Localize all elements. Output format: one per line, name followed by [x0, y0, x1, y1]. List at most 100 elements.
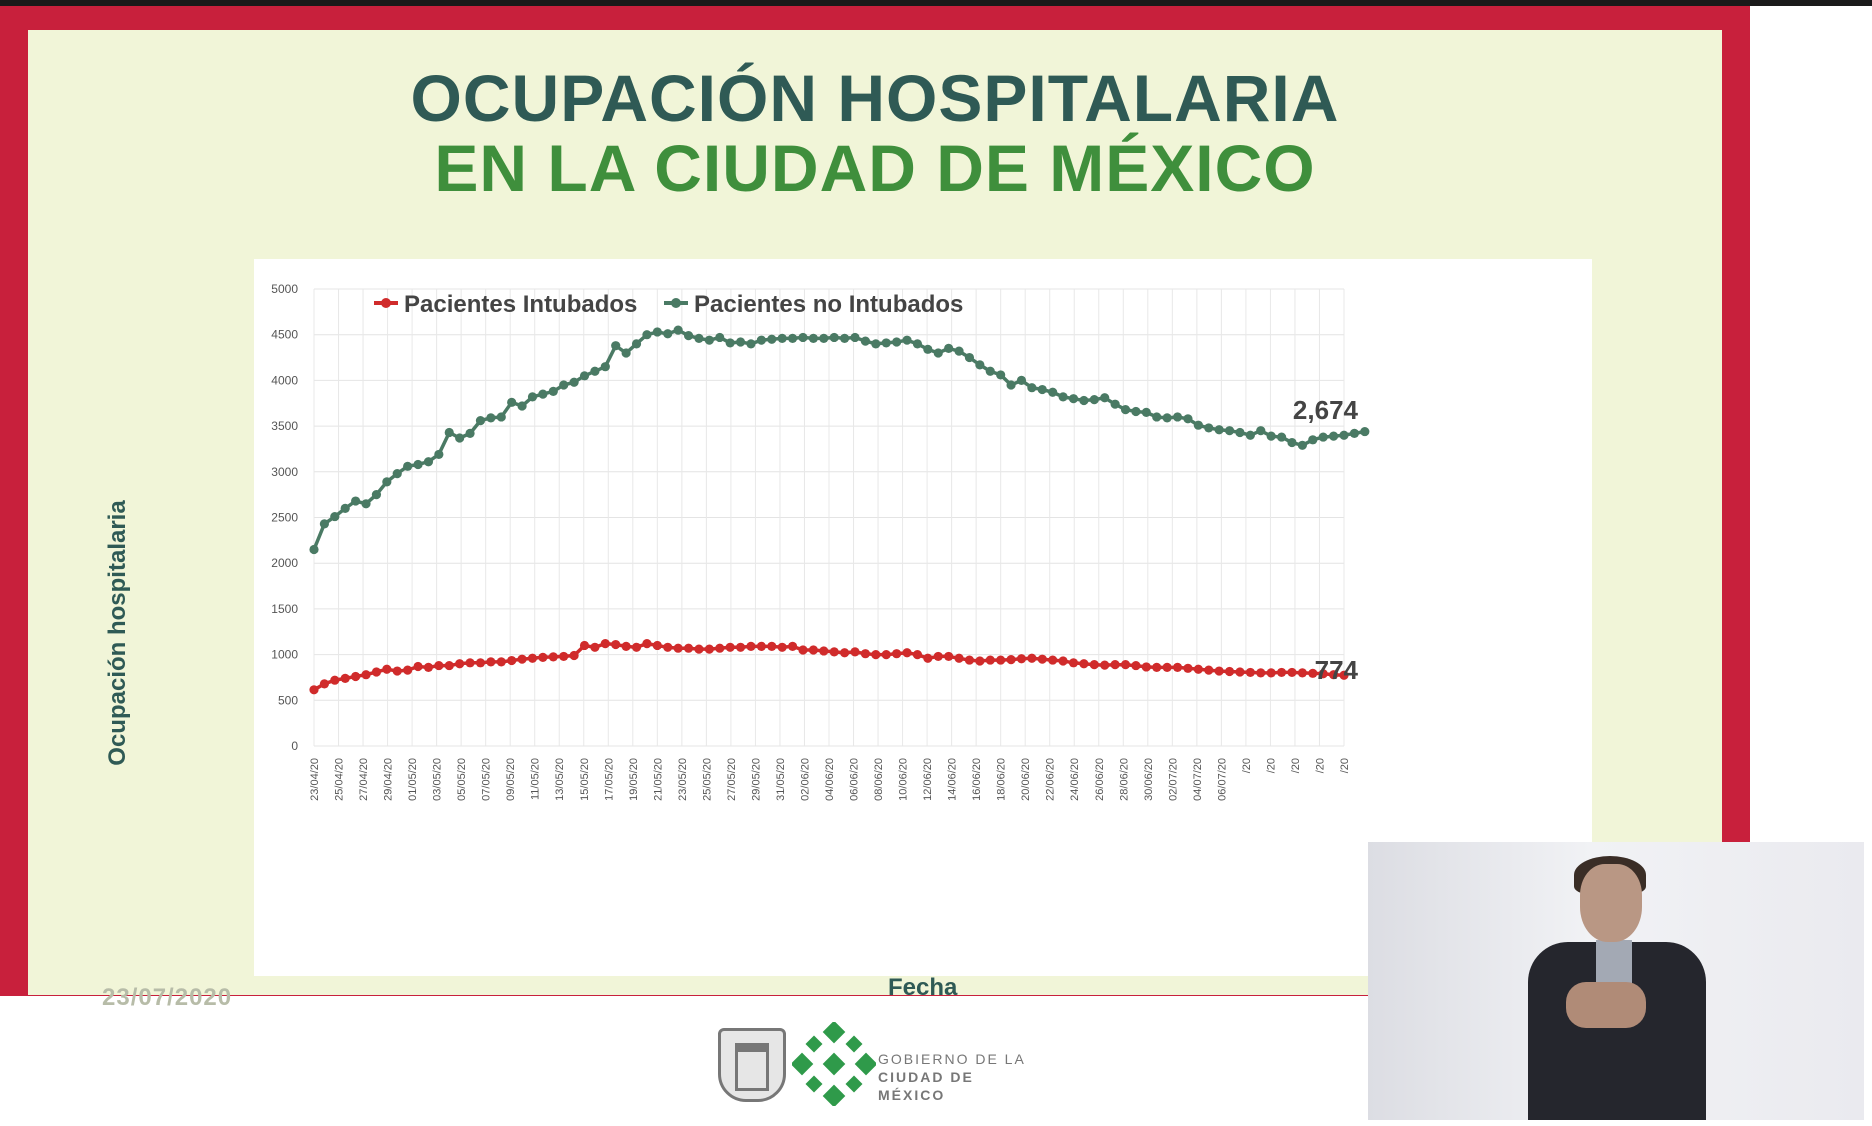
data-point [663, 329, 673, 339]
data-point [1048, 655, 1058, 665]
x-tick-label: 10/06/20 [898, 758, 910, 801]
data-point [944, 651, 954, 662]
data-point [787, 333, 798, 343]
data-point [1079, 659, 1089, 669]
data-point [985, 366, 995, 376]
data-point [1089, 394, 1099, 405]
data-point [548, 386, 558, 396]
x-tick-label: 02/06/20 [799, 758, 811, 801]
data-point [777, 642, 787, 652]
data-point [756, 641, 766, 651]
data-point [444, 660, 454, 671]
data-point [725, 642, 735, 652]
data-point [808, 645, 818, 655]
data-point [507, 397, 517, 407]
data-point [704, 335, 714, 345]
data-point [600, 639, 610, 649]
data-point [371, 490, 382, 500]
top-bar [0, 0, 1872, 6]
data-point [840, 333, 850, 343]
data-point [1339, 670, 1349, 680]
data-point [538, 389, 548, 399]
data-point [652, 327, 662, 337]
gridlines [313, 288, 1345, 747]
data-point [1235, 427, 1245, 438]
data-point [413, 661, 423, 672]
x-tick-label: 24/06/20 [1069, 758, 1081, 801]
data-point [351, 496, 361, 506]
y-tick-label: 1500 [271, 602, 298, 616]
government-name-line1: GOBIERNO DE LA [878, 1051, 1026, 1067]
data-point [1297, 440, 1307, 450]
data-point [1027, 383, 1037, 393]
data-point [850, 332, 860, 343]
x-tick-label: 21/05/20 [652, 758, 664, 801]
data-point [361, 670, 371, 680]
x-tick-label: 06/07/20 [1216, 758, 1228, 801]
data-point [787, 641, 798, 651]
data-point [382, 664, 392, 674]
x-tick-label: 13/05/20 [554, 758, 566, 801]
slide-date: 23/07/2020 [102, 984, 233, 1011]
sign-language-interpreter-video [1368, 842, 1864, 1120]
legend-swatch-marker [381, 298, 391, 308]
x-tick-label: /20 [1290, 758, 1302, 773]
data-point [486, 657, 496, 667]
data-point [1360, 426, 1370, 437]
data-point [455, 659, 465, 669]
x-tick-label: 17/05/20 [603, 758, 615, 801]
x-tick-label: 30/06/20 [1143, 758, 1155, 801]
data-point [912, 650, 923, 660]
series-line [313, 641, 1345, 692]
cdmx-emblem-icon [792, 1022, 876, 1106]
legend: Pacientes Intubados Pacientes no Intubado… [374, 291, 963, 318]
data-point [569, 650, 579, 661]
data-point [860, 649, 871, 659]
x-tick-label: 07/05/20 [481, 758, 493, 801]
data-point [1172, 662, 1183, 672]
data-point [371, 667, 382, 677]
x-tick-label: 31/05/20 [775, 758, 787, 801]
data-point [475, 658, 486, 668]
data-point [517, 401, 527, 411]
data-point [975, 656, 985, 666]
data-point [756, 335, 766, 345]
data-point [975, 360, 985, 370]
data-point [735, 337, 746, 347]
data-point [902, 335, 912, 345]
data-point [1308, 435, 1318, 445]
data-point [361, 499, 371, 509]
data-point [455, 433, 465, 443]
data-point [590, 366, 600, 376]
data-point [423, 457, 434, 467]
data-point [1308, 668, 1318, 678]
x-tick-label: 08/06/20 [873, 758, 885, 801]
data-point [1048, 387, 1058, 397]
data-point [912, 339, 923, 349]
slide-title-line2: EN LA CIUDAD DE MÉXICO [434, 131, 1316, 205]
data-point [694, 333, 704, 343]
data-point [954, 346, 964, 356]
x-tick-label: 15/05/20 [579, 758, 591, 801]
data-point [746, 339, 756, 349]
data-point [1204, 423, 1214, 433]
data-point [1266, 668, 1276, 678]
data-point [1079, 395, 1089, 406]
data-point [829, 332, 839, 343]
data-point [1100, 393, 1110, 403]
legend-label: Pacientes Intubados [404, 291, 637, 318]
data-point [673, 643, 683, 653]
data-point [954, 653, 964, 663]
data-point [902, 648, 912, 658]
data-point [1120, 660, 1131, 670]
data-point [746, 641, 756, 651]
data-point [330, 511, 340, 522]
data-point [1027, 653, 1037, 663]
data-point [933, 348, 943, 358]
x-tick-label: 18/06/20 [996, 758, 1008, 801]
y-tick-label: 500 [278, 693, 298, 707]
data-point [382, 477, 392, 487]
axes: 0 500 1000 1500 2000 2500 3000 3500 4000 4500 5000… [271, 282, 1351, 801]
data-point [1141, 407, 1151, 417]
x-tick-label: 23/05/20 [677, 758, 689, 801]
